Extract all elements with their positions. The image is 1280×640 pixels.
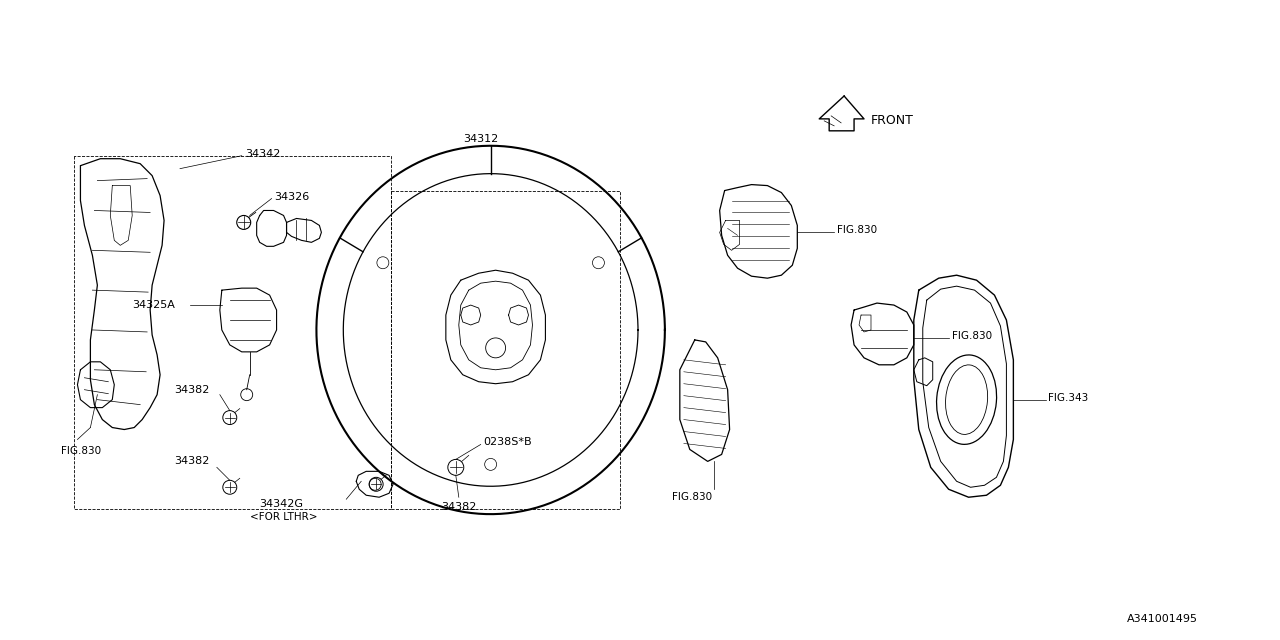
Text: FIG.830: FIG.830 (60, 447, 101, 456)
Text: 34325A: 34325A (132, 300, 175, 310)
Text: 34312: 34312 (463, 134, 498, 144)
Text: 34382: 34382 (174, 385, 210, 395)
Text: 0238S*B: 0238S*B (484, 438, 532, 447)
Text: 34342: 34342 (244, 148, 280, 159)
Text: FIG.830: FIG.830 (672, 492, 712, 502)
Text: FIG.830: FIG.830 (951, 331, 992, 341)
Text: 34382: 34382 (440, 502, 476, 512)
Text: FIG.343: FIG.343 (1048, 393, 1088, 403)
Text: 34382: 34382 (174, 456, 210, 467)
Text: FIG.830: FIG.830 (837, 225, 877, 236)
Text: <FOR LTHR>: <FOR LTHR> (250, 512, 317, 522)
Text: FRONT: FRONT (870, 115, 914, 127)
Text: 34342G: 34342G (260, 499, 303, 509)
Text: 34326: 34326 (275, 191, 310, 202)
Text: A341001495: A341001495 (1126, 614, 1198, 624)
